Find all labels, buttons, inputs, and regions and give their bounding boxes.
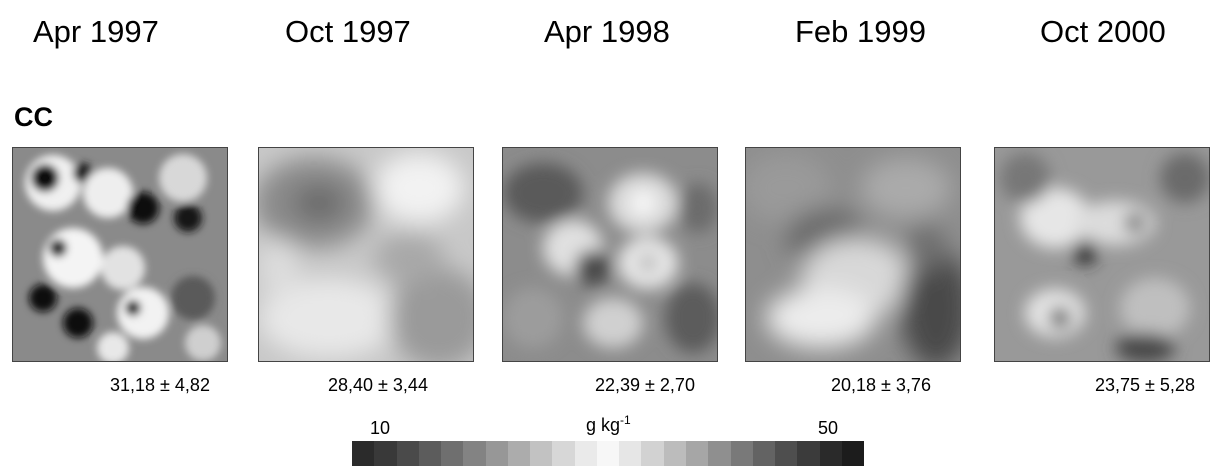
legend-swatch — [708, 441, 731, 466]
stat-apr-1998: 22,39 ± 2,70 — [595, 375, 695, 395]
legend-swatch — [641, 441, 664, 466]
legend-swatch — [596, 441, 620, 466]
legend-min-label: 10 — [370, 418, 391, 438]
map-panel-apr-1997 — [12, 147, 228, 362]
legend-swatch — [418, 441, 442, 466]
legend-swatch — [463, 441, 486, 466]
legend-swatch — [396, 441, 419, 466]
legend-unit-label: g kg-1 — [586, 413, 631, 435]
contour-map — [503, 148, 717, 361]
legend-swatch — [530, 441, 553, 466]
map-panel-oct-2000 — [994, 147, 1210, 362]
group-label: CC — [14, 102, 53, 132]
legend-swatch — [752, 441, 776, 466]
stat-oct-2000: 23,75 ± 5,28 — [1095, 375, 1195, 395]
legend-colorbar — [352, 441, 865, 466]
contour-map — [13, 148, 227, 361]
stat-apr-1997: 31,18 ± 4,82 — [110, 375, 210, 395]
legend-swatch — [663, 441, 686, 466]
legend-swatch — [819, 441, 842, 466]
date-label-oct-2000: Oct 2000 — [1040, 14, 1166, 49]
legend-swatch — [485, 441, 508, 466]
legend-swatch — [685, 441, 709, 466]
legend-swatch — [619, 441, 642, 466]
date-label-feb-1999: Feb 1999 — [795, 14, 926, 49]
date-label-apr-1998: Apr 1998 — [544, 14, 670, 49]
contour-map — [259, 148, 473, 361]
legend-swatch — [841, 441, 865, 466]
stat-oct-1997: 28,40 ± 3,44 — [328, 375, 428, 395]
legend-swatch — [730, 441, 753, 466]
stat-feb-1999: 20,18 ± 3,76 — [831, 375, 931, 395]
legend-max-label: 50 — [818, 418, 839, 438]
legend-swatch — [775, 441, 798, 466]
contour-map — [746, 148, 960, 361]
legend-swatch — [441, 441, 464, 466]
legend-swatch — [352, 441, 375, 466]
legend-swatch — [507, 441, 531, 466]
contour-map — [995, 148, 1209, 361]
legend-swatch — [374, 441, 397, 466]
map-panel-feb-1999 — [745, 147, 961, 362]
legend-swatch — [797, 441, 820, 466]
legend-swatch — [574, 441, 597, 466]
map-panel-apr-1998 — [502, 147, 718, 362]
date-label-oct-1997: Oct 1997 — [285, 14, 411, 49]
map-panel-oct-1997 — [258, 147, 474, 362]
legend-swatch — [552, 441, 575, 466]
date-label-apr-1997: Apr 1997 — [33, 14, 159, 49]
